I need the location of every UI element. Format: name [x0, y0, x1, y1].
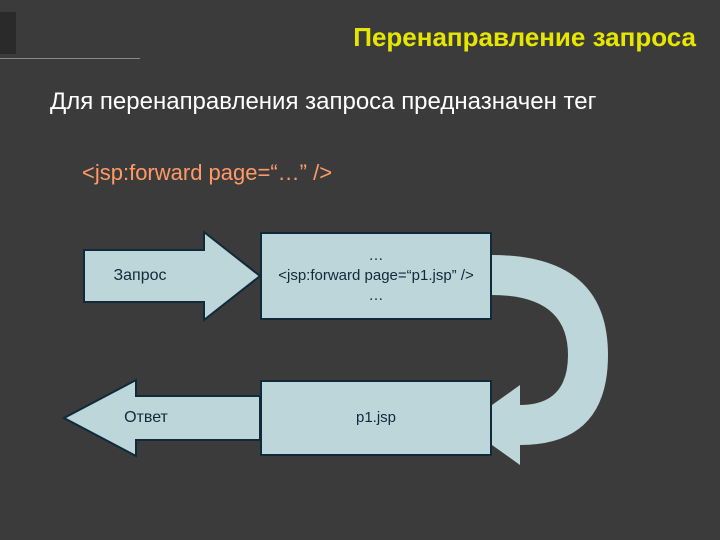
arrow-response-label: Ответ [86, 409, 206, 427]
node-target-label: p1.jsp [356, 408, 396, 428]
node-source-line1: … [369, 246, 384, 266]
node-target: p1.jsp [260, 380, 492, 456]
node-source-line2: <jsp:forward page=“p1.jsp” /> [278, 266, 474, 286]
diagram: Запрос … <jsp:forward page=“p1.jsp” /> …… [0, 0, 720, 540]
arrow-request-label: Запрос [80, 267, 200, 285]
slide: Перенаправление запроса Для перенаправле… [0, 0, 720, 540]
node-source-line3: … [369, 286, 384, 306]
